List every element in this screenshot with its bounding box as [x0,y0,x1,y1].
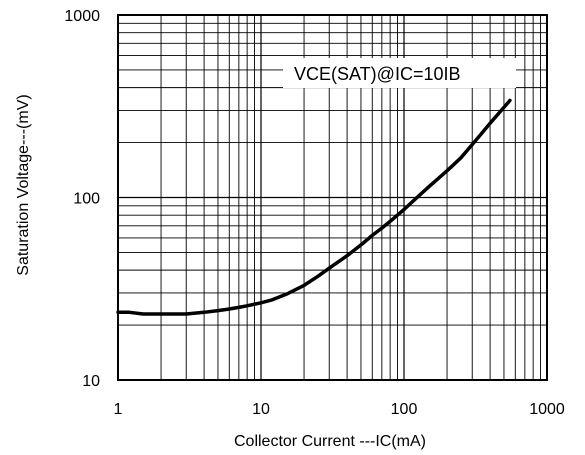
annotation-label: VCE(SAT)@IC=10IB [294,64,460,84]
x-axis-title: Collector Current ---IC(mA) [234,433,426,450]
y-tick-label: 1000 [64,8,100,25]
y-tick-label: 100 [73,191,100,208]
x-tick-label: 100 [391,401,418,418]
plot-frame [117,14,548,381]
y-tick-label: 10 [82,373,100,390]
y-axis-title: Saturation Voltage---(mV) [15,94,32,275]
x-tick-labels: 1 10 100 1000 [114,401,565,418]
x-tick-label: 10 [252,401,270,418]
x-tick-label: 1000 [529,401,565,418]
annotation-background [283,58,516,88]
annotation-box: VCE(SAT)@IC=10IB [283,58,516,88]
vce-sat-series-line [116,98,512,316]
y-tick-labels: 10 100 1000 [64,8,100,390]
x-tick-label: 1 [114,401,123,418]
